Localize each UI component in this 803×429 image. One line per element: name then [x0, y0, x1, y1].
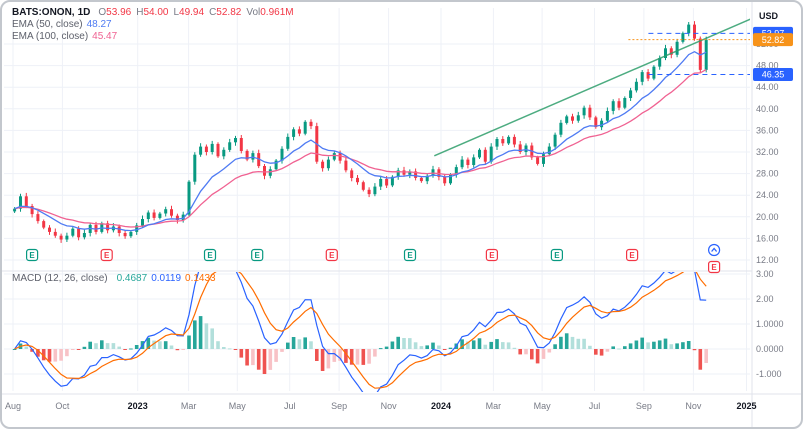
svg-text:24.00: 24.00 [756, 190, 779, 200]
price-label-badge [753, 33, 793, 47]
legend-panel: BATS:ONON, 1D O53.96 H54.00 L49.94 C52.82 Vol0… [12, 7, 294, 43]
svg-text:Jul: Jul [589, 401, 601, 411]
macd-legend-panel: MACD (12, 26, close) 0.4687 0.0119 0.1433 [12, 273, 216, 284]
trendline[interactable] [434, 14, 763, 157]
svg-text:2023: 2023 [128, 401, 148, 411]
macd-line-value: 0.0119 [151, 273, 182, 284]
svg-text:Jul: Jul [284, 401, 296, 411]
svg-text:Nov: Nov [685, 401, 702, 411]
svg-text:20.00: 20.00 [756, 212, 779, 222]
svg-text:16.00: 16.00 [756, 233, 779, 243]
svg-text:Mar: Mar [486, 401, 502, 411]
svg-text:46.35: 46.35 [762, 70, 785, 80]
volume-label: Vol [246, 7, 261, 18]
ema50-value: 48.27 [86, 19, 112, 30]
macd-axis[interactable]: 3.00 2.00 1.0000 0.0000 -1.000 [756, 269, 784, 379]
svg-text:May: May [534, 401, 552, 411]
svg-text:Mar: Mar [181, 401, 197, 411]
volume-value: 0.961M [260, 7, 294, 18]
svg-text:12.00: 12.00 [756, 255, 779, 265]
ema50-label[interactable]: EMA (50, close) [12, 19, 83, 30]
svg-text:32.00: 32.00 [756, 147, 779, 157]
svg-text:E: E [407, 251, 413, 260]
svg-text:44.00: 44.00 [756, 82, 779, 92]
open-value: 53.96 [106, 7, 132, 18]
grid-lines [4, 8, 750, 391]
svg-text:2.00: 2.00 [756, 294, 774, 304]
price-axis[interactable]: USD52.0048.0044.0040.0036.0032.0028.0024… [753, 11, 793, 265]
ema100-value: 45.47 [92, 31, 118, 42]
svg-text:3.00: 3.00 [756, 269, 774, 279]
high-label: H [136, 7, 144, 18]
svg-text:E: E [489, 251, 495, 260]
symbol-title[interactable]: BATS:ONON, [12, 7, 75, 18]
svg-text:40.00: 40.00 [756, 104, 779, 114]
svg-text:May: May [229, 401, 247, 411]
close-value: 52.82 [216, 7, 242, 18]
svg-text:Oct: Oct [55, 401, 70, 411]
macd-signal-line [14, 272, 707, 389]
svg-text:0.0000: 0.0000 [756, 344, 784, 354]
candles[interactable] [13, 21, 708, 243]
svg-text:Nov: Nov [381, 401, 398, 411]
macd-pane[interactable] [12, 254, 708, 399]
svg-text:E: E [255, 251, 261, 260]
time-axis[interactable]: Aug Oct 2023 Mar May Jul Sep Nov 2024 Mar May Jul Se… [5, 401, 757, 411]
timeframe-label[interactable]: 1D [77, 7, 91, 18]
svg-text:Sep: Sep [331, 401, 347, 411]
ema100-label[interactable]: EMA (100, close) [12, 31, 89, 42]
ema50-legend-row: EMA (50, close) 48.27 [12, 19, 294, 30]
symbol-legend-row: BATS:ONON, 1D O53.96 H54.00 L49.94 C52.82 Vol0… [12, 7, 294, 18]
ema100-legend-row: EMA (100, close) 45.47 [12, 31, 294, 42]
macd-hist-value: 0.4687 [116, 273, 148, 284]
svg-text:E: E [711, 263, 717, 272]
earnings-markers[interactable]: E E E E E E E E E E [26, 243, 721, 274]
svg-text:E: E [29, 251, 35, 260]
svg-text:2024: 2024 [431, 401, 451, 411]
svg-text:52.82: 52.82 [762, 35, 785, 45]
ema100-line[interactable] [14, 69, 707, 228]
macd-histogram [12, 316, 708, 374]
svg-text:E: E [104, 251, 110, 260]
macd-label[interactable]: MACD (12, 26, close) [12, 273, 108, 284]
close-label: C [209, 7, 217, 18]
svg-text:E: E [329, 251, 335, 260]
svg-text:-1.000: -1.000 [756, 369, 782, 379]
price-pane[interactable] [13, 14, 763, 243]
svg-text:48.00: 48.00 [756, 61, 779, 71]
macd-signal-value: 0.1433 [185, 273, 216, 284]
alert-level-lines[interactable] [628, 32, 750, 75]
open-label: O [98, 7, 107, 18]
svg-text:E: E [629, 251, 635, 260]
svg-text:E: E [554, 251, 560, 260]
svg-text:2025: 2025 [736, 401, 756, 411]
svg-text:1.0000: 1.0000 [756, 319, 784, 329]
price-label-badge [753, 68, 793, 81]
svg-text:28.00: 28.00 [756, 169, 779, 179]
svg-text:Sep: Sep [636, 401, 652, 411]
low-value: 49.94 [179, 7, 205, 18]
low-label: L [173, 7, 180, 18]
currency-label: USD [759, 11, 779, 21]
high-value: 54.00 [143, 7, 169, 18]
svg-text:Aug: Aug [5, 401, 21, 411]
svg-text:36.00: 36.00 [756, 125, 779, 135]
ema50-line[interactable] [14, 50, 707, 232]
svg-text:E: E [207, 251, 213, 260]
